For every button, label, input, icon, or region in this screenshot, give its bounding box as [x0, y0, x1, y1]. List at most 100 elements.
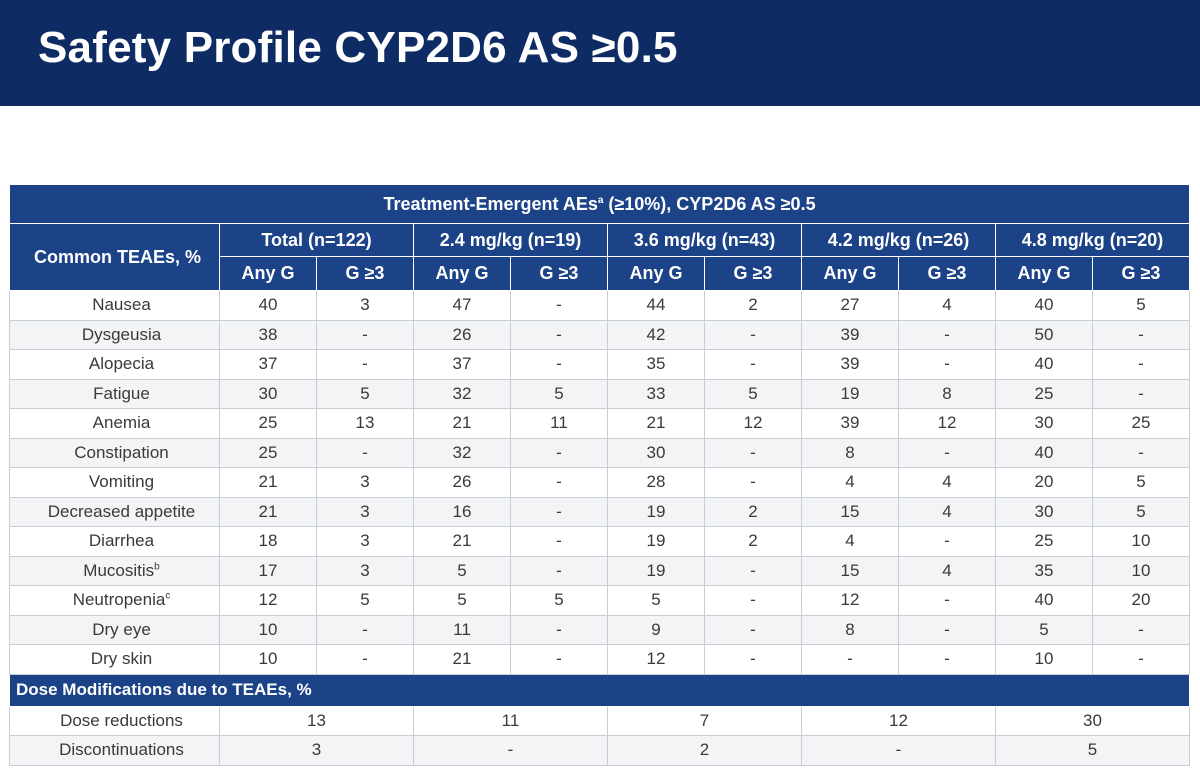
table-cell: -	[898, 319, 996, 350]
table-cell: 5	[316, 378, 414, 409]
table-cell: 25	[219, 437, 317, 468]
table-cell: 12	[607, 644, 705, 675]
table-cell: 35	[995, 555, 1093, 586]
dose-cell: 7	[607, 705, 802, 736]
table-row: Decreased appetite 21 3 16-19 2 15 4 30 5	[9, 496, 1191, 527]
table-cell: 25	[995, 526, 1093, 557]
table-cell: 4	[801, 467, 899, 498]
slide-title: Safety Profile CYP2D6 AS ≥0.5	[38, 23, 678, 72]
table-cell: 12	[801, 585, 899, 616]
table-cell: 4	[898, 496, 996, 527]
table-cell: 30	[995, 408, 1093, 439]
subheader: G ≥3	[704, 256, 802, 291]
table-cell: 19	[607, 526, 705, 557]
table-cell: 3	[316, 526, 414, 557]
table-cell: 12	[704, 408, 802, 439]
table-cell: -	[510, 437, 608, 468]
table-cell: 5	[704, 378, 802, 409]
table-cell: -	[898, 526, 996, 557]
table-cell: -	[510, 614, 608, 645]
table-row: Anemia 25 13 21 11 21 12 39 12 30 25	[9, 408, 1191, 439]
table-cell: 13	[316, 408, 414, 439]
table-cell: 3	[316, 496, 414, 527]
title-bar: Safety Profile CYP2D6 AS ≥0.5	[0, 0, 1200, 106]
table-cell: 20	[995, 467, 1093, 498]
table-cell: 21	[219, 467, 317, 498]
dose-section-header: Dose Modifications due to TEAEs, %	[8, 673, 1191, 707]
table-cell: 5	[607, 585, 705, 616]
table-cell: -	[801, 644, 899, 675]
subheader: G ≥3	[510, 256, 608, 291]
dose-row-name: Dose reductions	[9, 705, 220, 736]
ae-name: Dysgeusia	[9, 319, 220, 350]
table-row: Dry skin 10-21-12- - -10-	[9, 644, 1191, 675]
table-cell: 33	[607, 378, 705, 409]
ae-name: Neutropeniac	[9, 585, 220, 616]
table-cell: 19	[607, 555, 705, 586]
table-cell: 5	[316, 585, 414, 616]
table-row: Dysgeusia 38-26-42-39-50-	[9, 319, 1191, 350]
table-cell: 25	[995, 378, 1093, 409]
table-cell: -	[1091, 614, 1191, 645]
table-cell: 25	[1091, 408, 1191, 439]
table-cell: 10	[995, 644, 1093, 675]
table-cell: 40	[995, 437, 1093, 468]
table-row: Nausea 40 3 47-44 2 27 4 40 5	[9, 290, 1191, 321]
table-cell: 5	[995, 614, 1093, 645]
table-cell: 2	[704, 496, 802, 527]
table-cell: 21	[413, 408, 511, 439]
table-cell: -	[898, 437, 996, 468]
table-row: Fatigue 30 5 32 5 33 5 19 8 25-	[9, 378, 1191, 409]
table-cell: -	[704, 644, 802, 675]
table-cell: -	[510, 349, 608, 380]
ae-name: Alopecia	[9, 349, 220, 380]
dose-row: Discontinuations 3-2-5	[9, 735, 1191, 766]
ae-name: Dry skin	[9, 644, 220, 675]
ae-name: Fatigue	[9, 378, 220, 409]
table-row: Vomiting 21 3 26-28-4 4 20 5	[9, 467, 1191, 498]
table-cell: 4	[898, 467, 996, 498]
table-cell: 39	[801, 408, 899, 439]
table-cell: -	[1091, 378, 1191, 409]
ae-name: Mucositisb	[9, 555, 220, 586]
table-cell: 21	[413, 526, 511, 557]
table-cell: 18	[219, 526, 317, 557]
table-cell: -	[704, 437, 802, 468]
table-cell: 8	[801, 437, 899, 468]
table-cell: 40	[995, 349, 1093, 380]
dose-cell: -	[413, 735, 608, 766]
table-cell: 37	[413, 349, 511, 380]
subheader: G ≥3	[1091, 256, 1191, 291]
group-header: Total (n=122)	[219, 223, 414, 257]
table-cell: -	[1091, 437, 1191, 468]
table-cell: 9	[607, 614, 705, 645]
ae-name: Nausea	[9, 290, 220, 321]
table-cell: -	[510, 467, 608, 498]
table-cell: 5	[1091, 467, 1191, 498]
ae-name: Vomiting	[9, 467, 220, 498]
table-cell: 35	[607, 349, 705, 380]
dose-section-label: Dose Modifications due to TEAEs, %	[8, 673, 1191, 707]
table-row: Alopecia 37-37-35-39-40-	[9, 349, 1191, 380]
dose-cell: 11	[413, 705, 608, 736]
table-cell: -	[510, 555, 608, 586]
dose-row-name: Discontinuations	[9, 735, 220, 766]
table-cell: -	[1091, 349, 1191, 380]
table-cell: 19	[801, 378, 899, 409]
table-row: Dry eye 10-11-9-8-5-	[9, 614, 1191, 645]
table-cell: 38	[219, 319, 317, 350]
subheader: Any G	[413, 256, 511, 291]
subheader: Any G	[801, 256, 899, 291]
table-cell: -	[898, 349, 996, 380]
table-cell: 5	[1091, 290, 1191, 321]
table-cell: 5	[510, 378, 608, 409]
table-cell: 10	[1091, 555, 1191, 586]
table-cell: 5	[510, 585, 608, 616]
table-cell: 27	[801, 290, 899, 321]
dose-cell: 2	[607, 735, 802, 766]
table-cell: 30	[995, 496, 1093, 527]
ae-name: Constipation	[9, 437, 220, 468]
dose-row: Dose reductions 13 11 7 12 30	[9, 705, 1191, 736]
table-cell: 39	[801, 319, 899, 350]
table-row: Constipation 25-32-30-8-40-	[9, 437, 1191, 468]
